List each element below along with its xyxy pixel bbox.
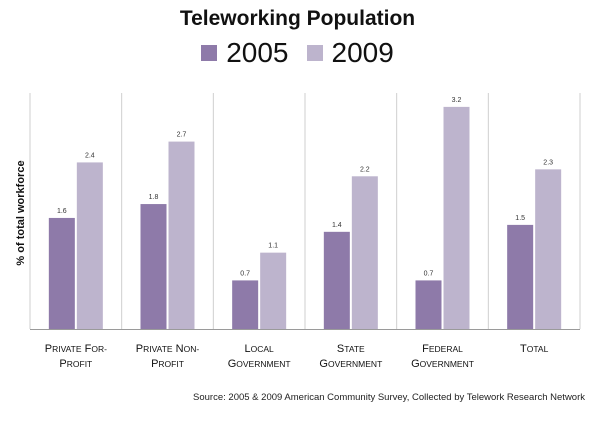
bar-2009-5 [535,169,562,329]
chart-title: Teleworking Population [179,7,416,30]
bar-2009-3 [351,176,378,329]
value-label-2009-0: 2.4 [85,152,95,159]
legend-item-2009: 2009 [306,37,394,68]
category-label-3-line-1: GOVERNMENT [319,358,382,370]
category-label-5-line-0: TOTAL [520,343,549,355]
value-label-2005-3: 1.4 [332,222,342,229]
bar-2005-4 [415,280,442,329]
source-note: Source: 2005 & 2009 American Community S… [193,392,585,403]
category-label-4-line-1: GOVERNMENT [411,358,474,370]
category-label-0-line-0: PRIVATE FOR- [45,343,107,355]
value-label-2009-2: 1.1 [268,243,278,250]
legend-label-2005: 2005 [226,37,289,68]
value-label-2005-2: 0.7 [240,270,250,277]
bar-2005-3 [323,231,350,329]
bar-chart-plot: % of total workforce 1.6 2.4 PRIVATE FOR- P… [15,93,581,370]
category-label-3-line-0: STATE [337,343,365,355]
legend-label-2009: 2009 [331,37,394,68]
bar-2005-5 [507,224,534,329]
value-label-2009-3: 2.2 [360,166,370,173]
value-label-2005-5: 1.5 [515,215,525,222]
bar-2005-0 [48,217,75,329]
legend-swatch-2005 [201,45,218,61]
category-label-2-line-0: LOCAL [245,343,275,355]
category-label-2-line-1: GOVERNMENT [228,358,291,370]
category-label-1-line-0: PRIVATE NON- [136,343,200,355]
y-axis-label: % of total workforce [15,160,27,265]
value-label-2005-4: 0.7 [424,270,434,277]
value-label-2009-1: 2.7 [177,132,187,139]
bar-2009-0 [76,162,103,329]
legend: 2005 2009 [0,38,595,68]
legend-item-2005: 2005 [201,37,289,68]
category-label-0-line-1: PROFIT [59,358,92,370]
value-label-2005-1: 1.8 [149,194,159,201]
value-label-2005-0: 1.6 [57,208,67,215]
category-label-1-line-1: PROFIT [151,358,184,370]
bar-2009-4 [443,106,470,329]
category-label-4-line-0: FEDERAL [422,343,463,355]
bar-2009-2 [260,252,287,329]
legend-swatch-2009 [306,45,323,61]
bar-2005-2 [232,280,259,329]
value-label-2009-4: 3.2 [452,97,462,104]
bar-2009-1 [168,141,195,329]
bar-2005-1 [140,204,167,329]
value-label-2009-5: 2.3 [543,159,553,166]
